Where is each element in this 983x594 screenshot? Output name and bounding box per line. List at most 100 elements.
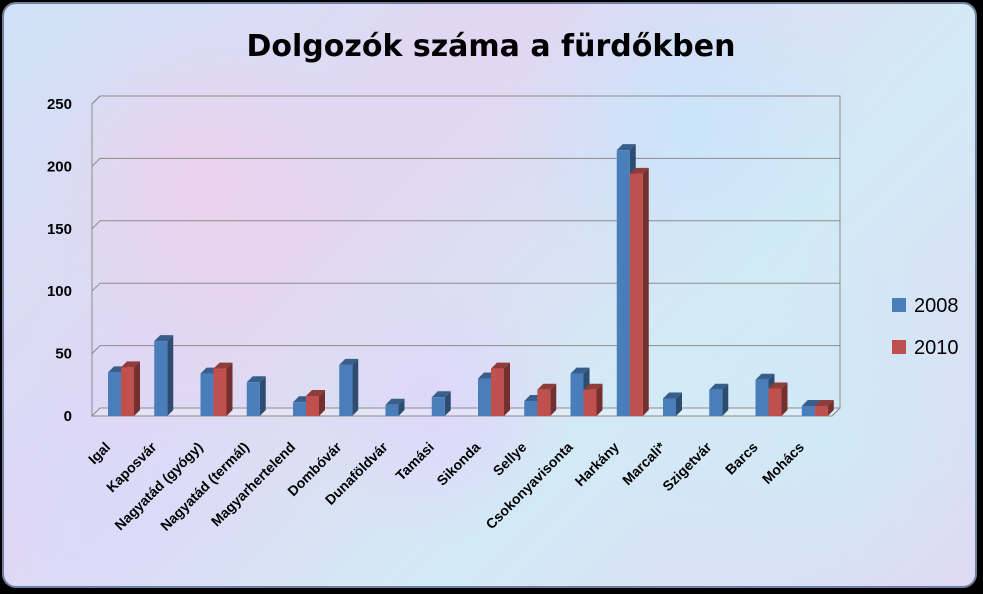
bar-front: [709, 389, 723, 416]
bar-2010-Mohács: [814, 400, 834, 416]
legend-label-2008: 2008: [914, 295, 959, 317]
bar-side: [134, 361, 140, 416]
gridline: [91, 157, 840, 167]
bar-front: [583, 389, 597, 416]
bar-top: [709, 383, 729, 390]
bar-front: [801, 406, 815, 416]
bar-top: [583, 383, 603, 390]
bar-top: [663, 392, 682, 399]
chart-title: Dolgozók száma a fürdőkben: [247, 29, 736, 64]
bar-front: [570, 373, 584, 416]
x-tick-label: Sikonda: [433, 439, 483, 489]
plot-back-wall: [91, 95, 841, 417]
bar-2010-Barcs: [768, 382, 788, 416]
bar-front: [200, 373, 214, 416]
bar-top: [570, 367, 590, 374]
bar-front: [537, 389, 551, 416]
bar-top: [385, 398, 405, 405]
y-tick-label: 250: [47, 96, 72, 113]
bar-2010-Sikonda: [491, 362, 510, 416]
bar-front: [154, 341, 168, 416]
bar-chart: Dolgozók száma a fürdőkben 0 50 100 150 200 2…: [47, 29, 959, 534]
bar-front: [246, 382, 260, 416]
bar-2010-Sellye: [537, 383, 557, 416]
bar-top: [537, 383, 557, 390]
bar-2010-Csokonyavisonta: [583, 383, 603, 416]
bar-2010-Igal: [121, 361, 140, 416]
bar-top: [801, 400, 821, 407]
bar-front: [491, 368, 504, 416]
x-tick-label: Harkány: [572, 439, 623, 490]
bar-top: [306, 390, 325, 397]
bar-front: [339, 364, 353, 416]
bar-2008-Dunaföldvár: [385, 398, 405, 416]
bar-side: [167, 335, 174, 416]
bar-side: [781, 382, 788, 416]
bar-front: [108, 372, 121, 416]
bar-2010-Nagyatád (gyógy): [213, 362, 233, 416]
x-tick-label: Nagyatád (gyógy): [111, 439, 205, 533]
bar-front: [293, 402, 306, 416]
bar-top: [629, 167, 649, 174]
x-tick-label: Sellye: [490, 439, 530, 479]
y-tick-label: 50: [55, 346, 72, 363]
bar-front: [213, 368, 227, 416]
bar-front: [121, 367, 134, 416]
x-tick-label: Barcs: [722, 439, 761, 478]
bar-top: [616, 144, 636, 151]
bar-front: [616, 150, 630, 416]
x-tick-label: Tamási: [392, 439, 437, 484]
bar-2008-Nagyatád (termál): [246, 376, 266, 416]
x-tick-label: Csokonyavisonta: [482, 439, 575, 532]
bar-side: [319, 390, 325, 416]
bar-side: [642, 167, 649, 416]
bar-side: [596, 383, 603, 416]
bar-side: [827, 400, 834, 416]
bar-top: [755, 373, 775, 380]
gridline: [91, 220, 840, 230]
bar-2008-Tamási: [431, 391, 451, 416]
bar-2008-Marcali*: [663, 392, 682, 416]
bar-top: [121, 361, 140, 368]
x-tick-label: Igal: [85, 439, 113, 467]
x-tick-label: Magyarhertelend: [208, 439, 299, 530]
y-tick-label: 0: [64, 408, 72, 425]
bar-front: [524, 401, 538, 416]
x-tick-label: Mohács: [759, 439, 807, 487]
bar-2008-Szigetvár: [709, 383, 729, 416]
bar-side: [550, 383, 557, 416]
gridline: [91, 282, 840, 292]
bar-front: [306, 396, 319, 416]
bar-front: [385, 404, 399, 416]
bar-side: [504, 362, 510, 416]
x-tick-label: Nagyatád (termál): [157, 439, 252, 534]
bar-top: [154, 335, 174, 342]
bar-front: [768, 388, 782, 416]
bar-front: [755, 379, 769, 416]
legend: 2008 2010: [892, 295, 959, 359]
bar-front: [478, 378, 491, 416]
bar-front: [814, 406, 828, 416]
bar-2010-Harkány: [629, 167, 649, 416]
bar-side: [352, 358, 359, 416]
x-tick-label: Szigetvár: [659, 438, 715, 494]
chart-walls: [90, 95, 842, 417]
y-tick-label: 200: [47, 158, 72, 175]
bar-front: [663, 398, 676, 416]
bar-top: [339, 358, 359, 365]
bar-side: [676, 392, 682, 416]
y-axis-tick-labels: 0 50 100 150 200 250: [47, 96, 72, 425]
gridline: [91, 95, 840, 105]
bar-front: [431, 397, 445, 416]
bar-top: [431, 391, 451, 398]
y-tick-label: 100: [47, 283, 72, 300]
legend-label-2010: 2010: [914, 337, 959, 359]
y-tick-label: 150: [47, 221, 72, 238]
legend-swatch-2008: [892, 298, 906, 312]
bar-top: [768, 382, 788, 389]
bar-top: [213, 362, 233, 369]
bar-side: [259, 376, 266, 416]
bars: [108, 144, 834, 416]
chart-area: Dolgozók száma a fürdőkben 0 50 100 150 200 2…: [2, 2, 977, 588]
